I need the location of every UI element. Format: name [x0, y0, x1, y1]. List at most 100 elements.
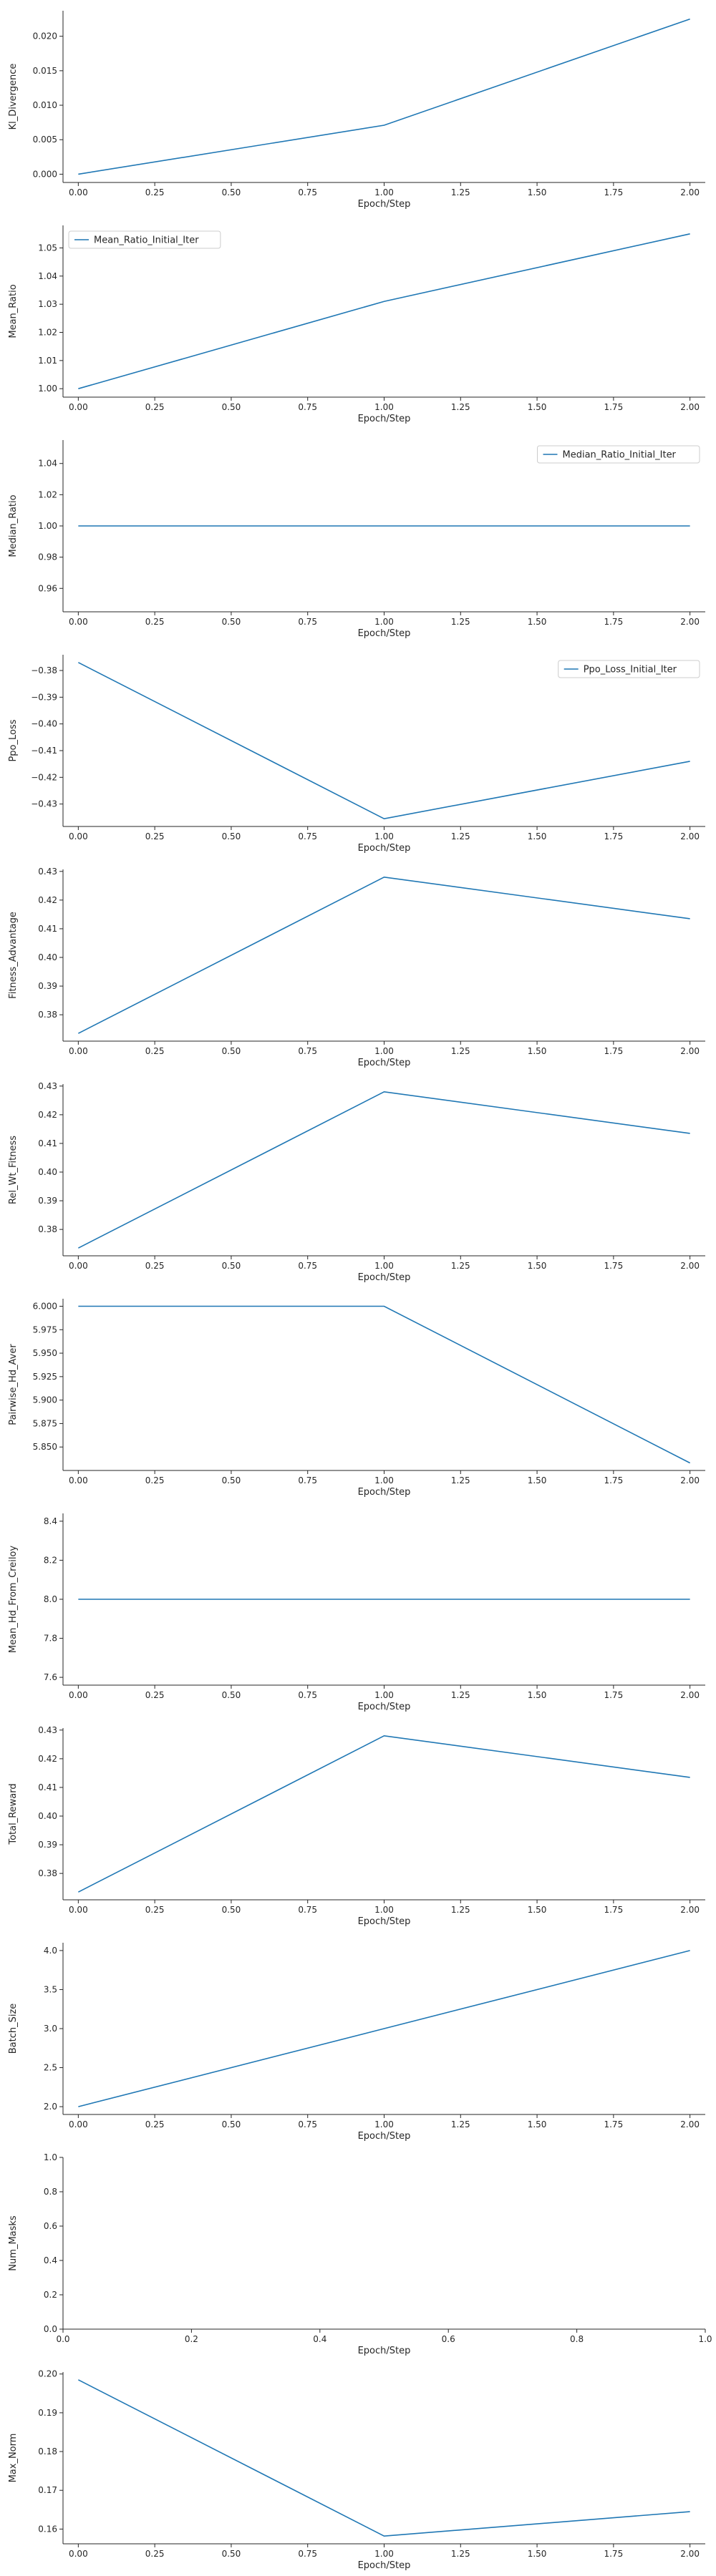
legend-label: Mean_Ratio_Initial_Iter: [94, 235, 199, 246]
chart-svg: 0.00 0.25 0.50 0.75 1.00 1.25 1.50 1.75 2.00 −0.3…: [8, 655, 705, 854]
x-tick-label: 0.00: [69, 2119, 88, 2129]
y-tick-label: 0.42: [38, 1110, 57, 1120]
legend-frame: [68, 230, 221, 249]
chart-svg: 0.00 0.25 0.50 0.75 1.00 1.25 1.50 1.75 2.00 1.00…: [8, 225, 705, 424]
x-tick-label: 1.25: [451, 187, 470, 197]
x-tick-label: 0.25: [145, 187, 165, 197]
x-tick-label: 1.25: [451, 1261, 470, 1271]
y-tick-label: 8.0: [44, 1594, 57, 1604]
x-tick-label: 0.4: [313, 2334, 326, 2344]
x-tick-label: 0.75: [298, 1690, 317, 1700]
y-tick-label: 0.2: [44, 2290, 57, 2300]
chart-svg: 0.0 0.2 0.4 0.6 0.8 1.0 0.0 0.2 0.4 0.6 0.8 1.0 Epoc…: [8, 2152, 712, 2356]
y-tick-label: −0.41: [31, 746, 57, 756]
x-tick-label: 0.00: [69, 402, 88, 412]
x-tick-label: 2.00: [680, 1475, 700, 1485]
chart-svg: 0.00 0.25 0.50 0.75 1.00 1.25 1.50 1.75 2.00 7.6 7…: [8, 1513, 705, 1712]
y-tick-label: 1.02: [38, 328, 57, 338]
x-tick-label: 1.00: [374, 1690, 394, 1700]
x-tick-label: 0.00: [69, 187, 88, 197]
y-tick-label: 0.4: [44, 2255, 57, 2265]
x-tick-label: 0.00: [69, 2549, 88, 2559]
x-tick-label: 2.00: [680, 2549, 700, 2559]
x-tick-label: 1.25: [451, 1905, 470, 1915]
x-tick-label: 1.25: [451, 2549, 470, 2559]
chart-svg: 0.00 0.25 0.50 0.75 1.00 1.25 1.50 1.75 2.00 0.38…: [8, 867, 705, 1068]
y-axis-label: Total_Reward: [8, 1783, 19, 1845]
x-tick-label: 1.75: [604, 831, 623, 841]
y-tick-label: 0.38: [38, 1224, 57, 1234]
x-tick-label: 2.00: [680, 1690, 700, 1700]
y-tick-label: 5.975: [33, 1324, 57, 1335]
x-axis-label: Epoch/Step: [358, 414, 411, 424]
series-line: [77, 876, 690, 1034]
y-tick-label: 0.39: [38, 1840, 57, 1850]
x-tick-label: 0.25: [145, 1690, 165, 1700]
y-tick-label: 5.850: [33, 1442, 57, 1452]
y-tick-label: 7.8: [44, 1634, 57, 1644]
y-tick-label: 0.18: [38, 2446, 57, 2457]
x-tick-label: 1.25: [451, 1690, 470, 1700]
x-tick-label: 1.50: [528, 1261, 547, 1271]
x-tick-label: 0.00: [69, 617, 88, 627]
y-tick-label: 8.2: [44, 1555, 57, 1565]
x-tick-label: 1.25: [451, 402, 470, 412]
x-tick-label: 0.75: [298, 1475, 317, 1485]
chart-panel-11: 0.0 0.2 0.4 0.6 0.8 1.0 0.0 0.2 0.4 0.6 0.8 1.0 Epoc…: [0, 2147, 716, 2361]
y-axis-label: Rel_Wt_Fitness: [8, 1136, 19, 1204]
x-tick-label: 1.25: [451, 1046, 470, 1056]
x-tick-label: 0.50: [222, 831, 241, 841]
x-tick-label: 0.75: [298, 187, 317, 197]
x-tick-label: 1.00: [374, 1475, 394, 1485]
y-tick-label: 1.02: [38, 489, 57, 499]
x-tick-label: 1.00: [374, 402, 394, 412]
x-tick-label: 1.00: [374, 1905, 394, 1915]
x-tick-label: 0.2: [185, 2334, 198, 2344]
x-tick-label: 1.00: [374, 2119, 394, 2129]
x-tick-label: 0.8: [570, 2334, 584, 2344]
y-tick-label: 0.015: [33, 66, 57, 76]
x-tick-label: 0.25: [145, 2549, 165, 2559]
y-tick-label: 0.20: [38, 2369, 57, 2379]
legend-label: Ppo_Loss_Initial_Iter: [584, 665, 677, 675]
chart-panel-3: 0.00 0.25 0.50 0.75 1.00 1.25 1.50 1.75 2.00 0.96…: [0, 429, 716, 644]
y-tick-label: 0.42: [38, 895, 57, 905]
x-tick-label: 1.50: [528, 1905, 547, 1915]
x-tick-label: 2.00: [680, 402, 700, 412]
y-tick-label: 0.005: [33, 135, 57, 145]
chart-panel-12: 0.00 0.25 0.50 0.75 1.00 1.25 1.50 1.75 2.00 0.16…: [0, 2361, 716, 2576]
y-axis-label: Ppo_Loss: [8, 719, 19, 761]
x-tick-label: 1.00: [374, 831, 394, 841]
x-tick-label: 0.25: [145, 831, 165, 841]
chart-panel-8: 0.00 0.25 0.50 0.75 1.00 1.25 1.50 1.75 2.00 7.6 7…: [0, 1503, 716, 1717]
y-axis-label: Median_Ratio: [8, 494, 19, 557]
x-axis-label: Epoch/Step: [358, 1058, 411, 1068]
legend: Mean_Ratio_Initial_Iter: [68, 230, 221, 249]
y-tick-label: 2.5: [44, 2063, 57, 2073]
y-axis-label: Max_Norm: [8, 2434, 19, 2483]
x-axis-label: Epoch/Step: [358, 2346, 411, 2356]
y-axis-label: Num_Masks: [8, 2215, 19, 2271]
x-tick-label: 0.50: [222, 2119, 241, 2129]
x-tick-label: 2.00: [680, 1905, 700, 1915]
y-tick-label: 5.925: [33, 1372, 57, 1382]
y-axis-label: Mean_Hd_From_Creiloy: [8, 1546, 19, 1653]
legend: Median_Ratio_Initial_Iter: [537, 445, 700, 464]
x-tick-label: 2.00: [680, 831, 700, 841]
x-tick-label: 0.00: [69, 1046, 88, 1056]
x-tick-label: 0.50: [222, 1475, 241, 1485]
x-tick-label: 1.50: [528, 1475, 547, 1485]
x-tick-label: 0.0: [56, 2334, 69, 2344]
x-tick-label: 0.25: [145, 1905, 165, 1915]
chart-panel-4: 0.00 0.25 0.50 0.75 1.00 1.25 1.50 1.75 2.00 −0.3…: [0, 644, 716, 859]
x-tick-label: 0.25: [145, 402, 165, 412]
x-tick-label: 1.75: [604, 2549, 623, 2559]
y-tick-label: 5.875: [33, 1418, 57, 1428]
x-axis-label: Epoch/Step: [358, 2131, 411, 2142]
y-axis-label: Mean_Ratio: [8, 284, 19, 338]
y-tick-label: 3.0: [44, 2024, 57, 2034]
x-tick-label: 0.50: [222, 187, 241, 197]
x-tick-label: 1.75: [604, 1046, 623, 1056]
x-tick-label: 0.75: [298, 2549, 317, 2559]
